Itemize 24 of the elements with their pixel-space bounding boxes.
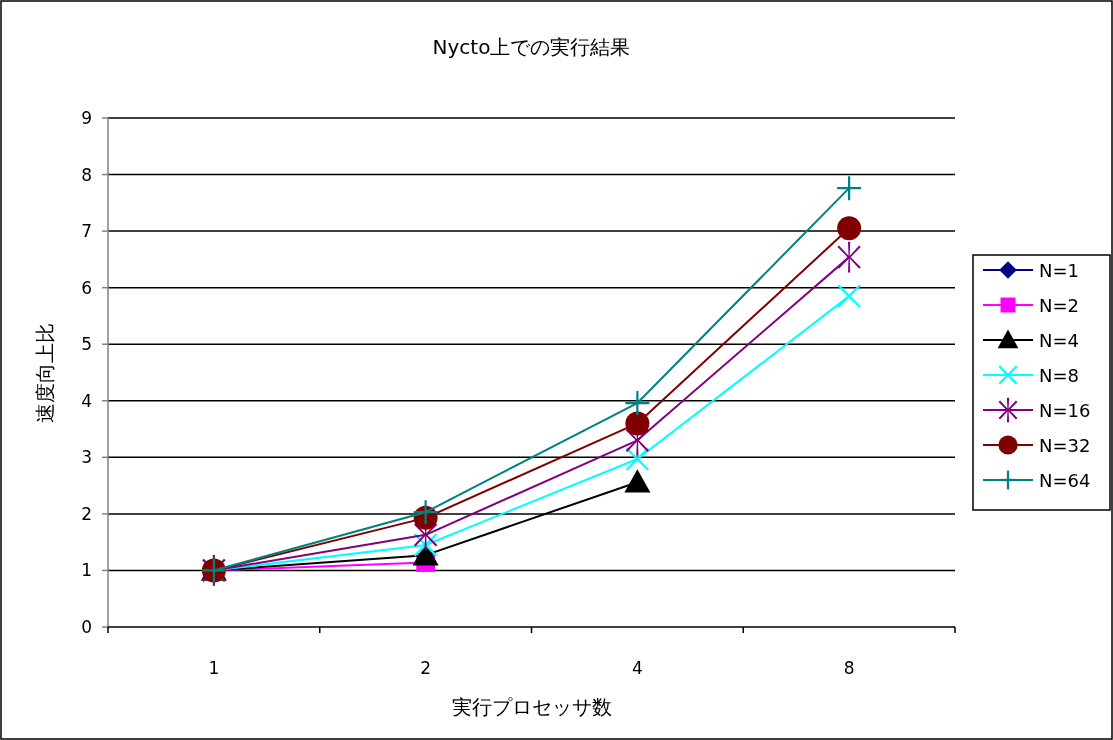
y-tick-label: 1 <box>81 560 92 581</box>
legend-label: N=16 <box>1039 400 1091 421</box>
y-tick-label: 5 <box>81 334 92 355</box>
x-tick-label: 4 <box>631 658 643 678</box>
x-tick-label: 8 <box>843 658 855 678</box>
legend-label: N=64 <box>1039 470 1091 491</box>
legend-label: N=8 <box>1039 365 1079 386</box>
y-tick-label: 6 <box>81 277 92 298</box>
legend-label: N=32 <box>1039 435 1091 456</box>
y-tick-label: 8 <box>81 164 92 185</box>
y-tick-label: 3 <box>81 447 92 468</box>
chart-title: Nycto上での実行結果 <box>432 35 631 59</box>
legend-label: N=2 <box>1039 295 1079 316</box>
x-tick-label: 2 <box>420 658 432 678</box>
y-tick-label: 9 <box>81 108 92 128</box>
y-tick-label: 7 <box>81 221 92 242</box>
y-tick-label: 4 <box>81 390 92 411</box>
x-tick-label: 1 <box>208 658 220 678</box>
y-tick-label: 0 <box>81 617 92 637</box>
y-axis-title: 速度向上比 <box>33 322 57 423</box>
legend-label: N=1 <box>1039 260 1079 281</box>
legend-label: N=4 <box>1039 330 1079 351</box>
x-axis-title: 実行プロセッサ数 <box>451 695 612 719</box>
y-tick-label: 2 <box>81 503 92 524</box>
